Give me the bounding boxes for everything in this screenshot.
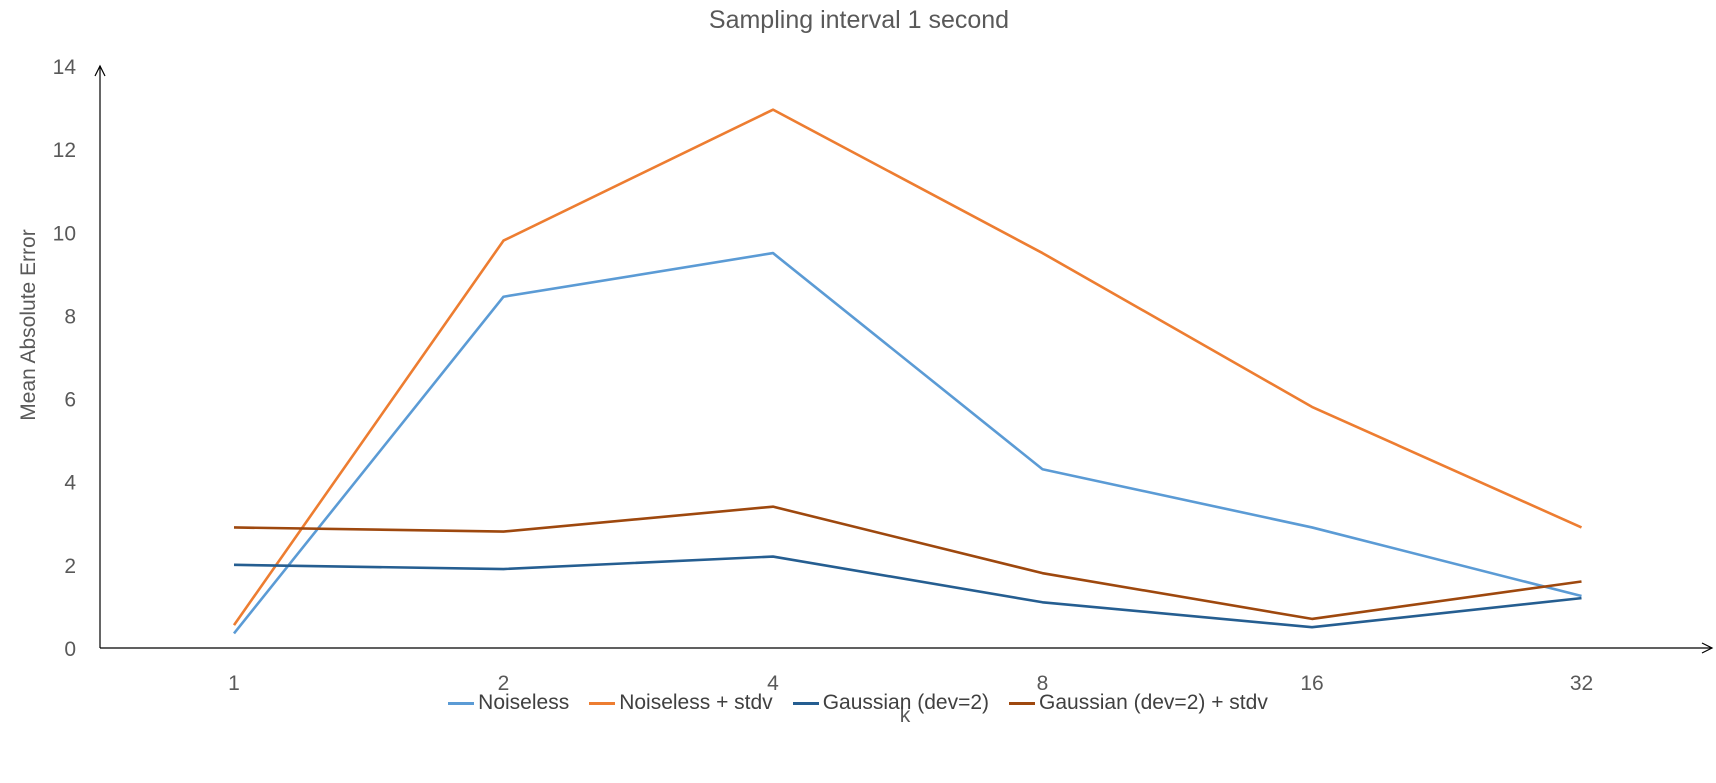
y-tick-label: 2	[64, 555, 76, 578]
legend-swatch	[589, 701, 616, 705]
y-axis: 0 2 4 6 8 10 12 14	[53, 56, 106, 661]
series-line-3	[233, 555, 1582, 629]
x-tick-label: 8	[1037, 672, 1049, 695]
legend-swatch	[792, 701, 819, 705]
legend-label: Noiseless + stdv	[619, 691, 773, 714]
series-lines	[232, 108, 1583, 635]
y-tick-label: 10	[53, 222, 76, 245]
series-line-2	[232, 108, 1583, 626]
y-tick-label: 0	[64, 638, 76, 661]
x-tick-label: 16	[1300, 672, 1323, 695]
legend-swatch	[448, 701, 475, 705]
y-tick-label: 12	[53, 139, 76, 162]
x-axis-arrow	[1701, 642, 1714, 654]
y-tick-label: 6	[64, 389, 76, 412]
x-tick-label: 4	[767, 672, 779, 695]
legend-label: Gaussian (dev=2) + stdv	[1039, 691, 1268, 714]
x-tick-label: 1	[228, 672, 240, 695]
y-axis-arrow	[94, 64, 106, 77]
y-axis-label: Mean Absolute Error	[17, 229, 40, 420]
y-tick-label: 4	[64, 472, 76, 495]
x-axis: 1 2 4 8 16 32	[100, 642, 1714, 695]
y-tick-label: 8	[64, 305, 76, 328]
y-tick-label: 14	[53, 56, 77, 79]
chart-title: Sampling interval 1 second	[709, 6, 1009, 34]
legend: Noiseless Noiseless + stdv Gaussian (dev=2…	[0, 683, 1716, 723]
legend-item: Noiseless + stdv	[589, 691, 773, 715]
x-axis-label: k	[900, 704, 911, 727]
legend-item: Noiseless	[448, 691, 569, 715]
legend-item: Gaussian (dev=2) + stdv	[1009, 691, 1268, 715]
x-tick-label: 32	[1570, 672, 1593, 695]
series-line-4	[233, 505, 1582, 621]
legend-label: Noiseless	[478, 691, 570, 714]
x-tick-label: 2	[498, 672, 510, 695]
series-line-1	[232, 251, 1582, 635]
legend-label: Gaussian (dev=2)	[822, 691, 990, 714]
legend-swatch	[1009, 701, 1036, 705]
legend-item: Gaussian (dev=2)	[792, 691, 990, 715]
